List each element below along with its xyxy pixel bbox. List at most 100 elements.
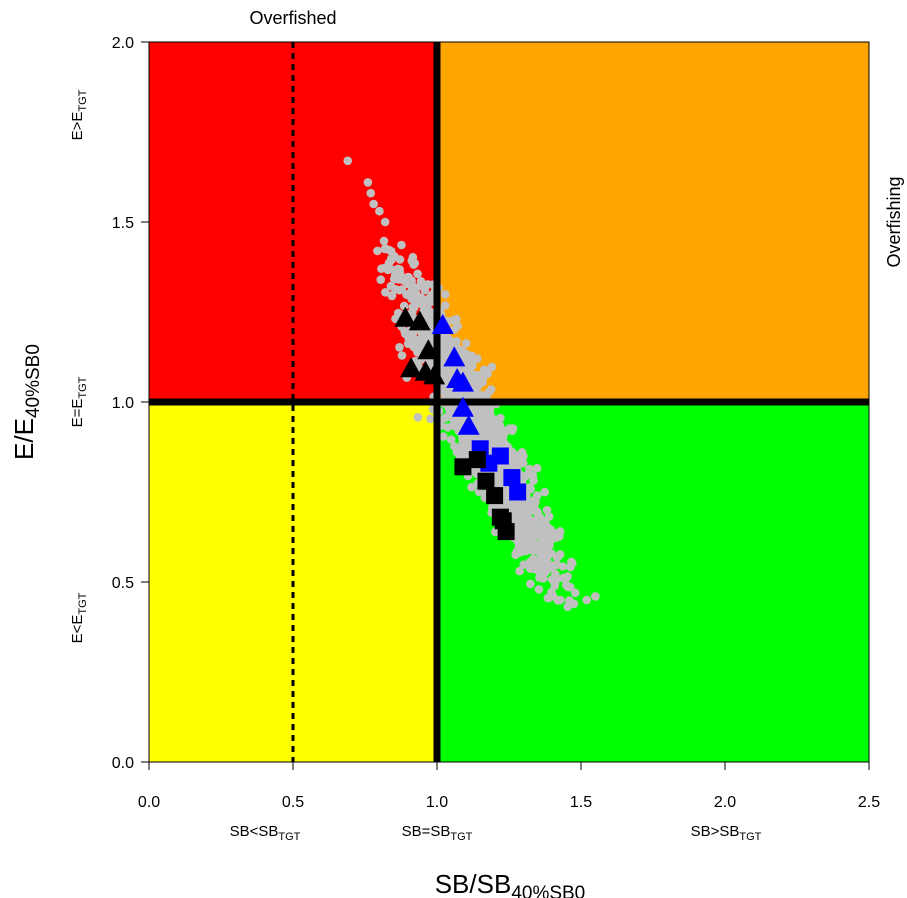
cloud-point bbox=[409, 282, 419, 291]
cloud-point bbox=[525, 557, 535, 567]
cloud-point bbox=[380, 244, 390, 254]
cloud-point bbox=[532, 463, 542, 473]
x-category-label-above-sub: TGT bbox=[739, 831, 761, 843]
square-marker bbox=[454, 458, 472, 476]
x-category-label-below-main: SB<SB bbox=[230, 823, 279, 840]
y-tick-label: 1.0 bbox=[112, 395, 134, 412]
x-category-label-above: SB>SBTGT bbox=[691, 823, 762, 843]
cloud-point bbox=[413, 269, 422, 279]
cloud-point bbox=[446, 435, 456, 444]
cloud-point bbox=[438, 333, 447, 343]
cloud-point bbox=[501, 493, 510, 502]
cloud-point bbox=[409, 260, 418, 269]
y-category-labels: E>ETGT E=ETGT E<ETGT bbox=[69, 89, 89, 643]
cloud-point bbox=[552, 533, 561, 542]
square-marker bbox=[468, 451, 486, 469]
y-category-label-below-sub: TGT bbox=[77, 592, 89, 614]
cloud-point bbox=[386, 254, 396, 264]
x-tick-label: 1.5 bbox=[570, 794, 592, 811]
cloud-point bbox=[414, 298, 423, 308]
square-marker bbox=[477, 472, 495, 490]
cloud-point bbox=[542, 537, 552, 547]
y-tick-label: 1.5 bbox=[112, 215, 134, 232]
cloud-point bbox=[556, 595, 565, 605]
cloud-point bbox=[526, 505, 535, 515]
cloud-point bbox=[582, 595, 592, 605]
cloud-point bbox=[408, 252, 418, 262]
cloud-point bbox=[526, 484, 535, 494]
cloud-point bbox=[519, 505, 529, 514]
cloud-point bbox=[491, 527, 500, 537]
square-marker bbox=[491, 447, 509, 465]
y-category-label-below-main: E<E bbox=[69, 615, 86, 644]
cloud-point bbox=[519, 451, 528, 461]
x-category-label-equal-sub: TGT bbox=[450, 831, 472, 843]
cloud-point bbox=[542, 505, 552, 515]
x-category-label-equal: SB=SBTGT bbox=[402, 823, 473, 843]
y-axis-title-main: E/E bbox=[9, 418, 39, 460]
cloud-point bbox=[440, 290, 450, 299]
cloud-point bbox=[443, 423, 452, 432]
triangle-marker bbox=[431, 314, 454, 334]
x-axis-title: SB/SB40%SB0 bbox=[435, 869, 586, 898]
cloud-point bbox=[440, 301, 450, 310]
cloud-point bbox=[391, 284, 400, 294]
overfished-annotation: Overfished bbox=[249, 8, 336, 28]
cloud-point bbox=[570, 588, 580, 598]
cloud-point bbox=[515, 566, 524, 576]
cloud-point bbox=[558, 562, 568, 571]
triangle-marker bbox=[457, 414, 480, 435]
cloud-point bbox=[399, 301, 409, 311]
cloud-point bbox=[376, 275, 386, 284]
y-category-label-above-sub: TGT bbox=[77, 89, 89, 111]
cloud-point bbox=[529, 476, 538, 485]
x-category-label-equal-main: SB=SB bbox=[402, 823, 451, 840]
cloud-point bbox=[539, 574, 548, 583]
overfishing-annotation: Overfishing bbox=[884, 176, 904, 267]
x-axis: 0.0 0.5 1.0 1.5 2.0 2.5 bbox=[138, 761, 880, 811]
cloud-point bbox=[565, 598, 574, 607]
triangle-marker bbox=[408, 310, 431, 331]
y-tick-label: 0.0 bbox=[112, 755, 134, 772]
cloud-point bbox=[546, 527, 555, 537]
cloud-point bbox=[377, 264, 386, 274]
cloud-point bbox=[533, 565, 543, 574]
cloud-point bbox=[369, 199, 378, 209]
cloud-point bbox=[461, 339, 471, 348]
cloud-point bbox=[512, 536, 522, 545]
cloud-point bbox=[373, 246, 382, 256]
cloud-point bbox=[526, 579, 535, 589]
y-tick-label: 0.5 bbox=[112, 575, 134, 592]
x-tick-label: 2.5 bbox=[858, 794, 880, 811]
x-tick-label: 0.5 bbox=[282, 794, 304, 811]
cloud-point bbox=[413, 412, 423, 422]
cloud-point bbox=[459, 437, 469, 446]
cloud-point bbox=[375, 206, 384, 216]
y-axis-title: E/E40%SB0 bbox=[9, 344, 44, 460]
cloud-point bbox=[591, 592, 600, 601]
x-category-label-below-sub: TGT bbox=[278, 831, 300, 843]
y-category-label-equal-sub: TGT bbox=[77, 376, 89, 398]
cloud-point bbox=[524, 540, 534, 549]
cloud-point bbox=[465, 366, 474, 376]
cloud-point bbox=[450, 419, 460, 429]
x-category-labels: SB<SBTGT SB=SBTGT SB>SBTGT bbox=[230, 823, 762, 843]
cloud-point bbox=[518, 521, 528, 531]
x-axis-title-main: SB/SB bbox=[435, 869, 512, 898]
square-marker bbox=[509, 483, 527, 501]
cloud-point bbox=[527, 496, 537, 506]
cloud-point bbox=[555, 550, 565, 559]
cloud-point bbox=[562, 573, 571, 583]
cloud-point bbox=[534, 585, 544, 594]
y-category-label-equal: E=ETGT bbox=[69, 376, 89, 427]
cloud-point bbox=[567, 557, 576, 567]
cloud-point bbox=[423, 305, 433, 315]
cloud-point bbox=[417, 278, 427, 288]
cloud-point bbox=[563, 582, 573, 592]
cloud-point bbox=[510, 452, 520, 461]
cloud-point bbox=[535, 556, 544, 566]
reference-lines bbox=[149, 42, 869, 762]
square-marker bbox=[497, 523, 515, 541]
x-tick-label: 0.0 bbox=[138, 794, 160, 811]
